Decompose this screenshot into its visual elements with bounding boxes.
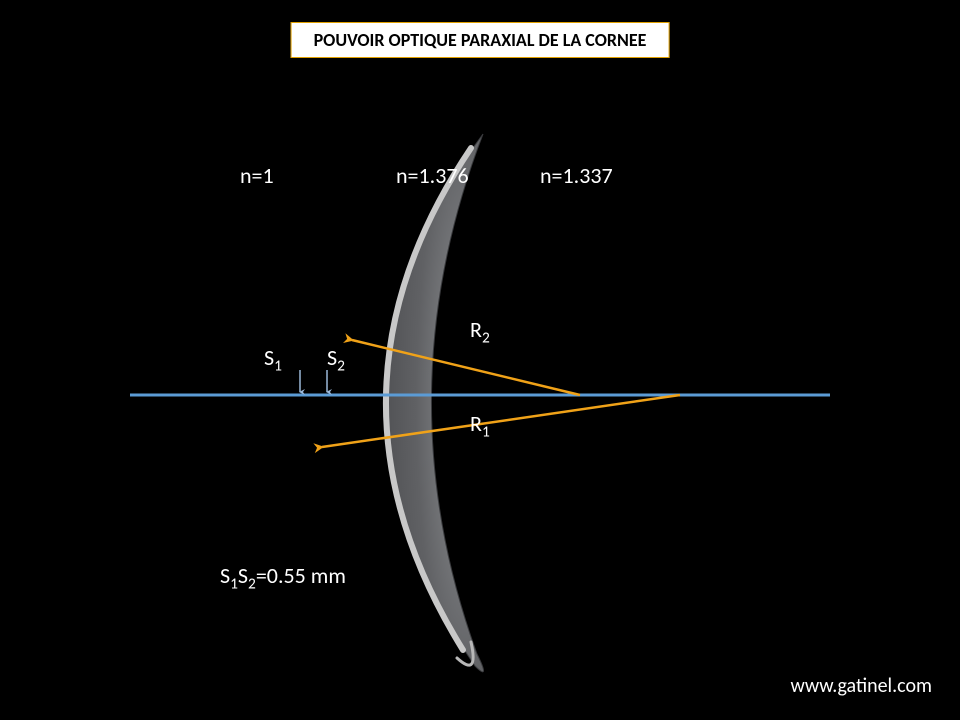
s1-label: S1	[264, 344, 282, 371]
s2-label: S2	[327, 344, 345, 371]
r2-label: R2	[470, 316, 490, 343]
n-cornea-label: n=1.376	[396, 162, 469, 189]
cornea-shape	[384, 134, 484, 672]
diagram-stage: POUVOIR OPTIQUE PARAXIAL DE LA CORNEE	[0, 0, 960, 720]
attribution: www.gatinel.com	[790, 674, 932, 698]
r1-label: R1	[470, 410, 490, 437]
n-air-label: n=1	[240, 162, 274, 189]
r1-arrow	[322, 395, 680, 447]
thickness-label: S1S2=0.55 mm	[220, 562, 346, 589]
diagram-svg	[0, 0, 960, 720]
n-aqueous-label: n=1.337	[540, 162, 613, 189]
